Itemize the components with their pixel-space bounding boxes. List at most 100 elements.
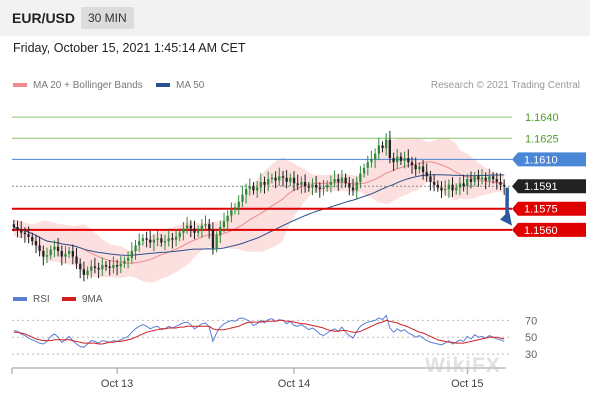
candle-body <box>440 187 443 191</box>
candle-body <box>178 232 181 237</box>
candle-body <box>90 266 93 271</box>
candle-body <box>270 177 274 180</box>
candle-body <box>241 194 244 202</box>
candle-body <box>197 229 200 233</box>
watermark-logo: WikiFX <box>425 354 501 377</box>
candle-body <box>123 260 126 264</box>
candle-body <box>396 156 399 163</box>
candle-body <box>381 145 384 149</box>
candle-body <box>344 177 347 184</box>
rsi-tick-label: 70 <box>525 315 537 327</box>
candle-body <box>145 238 148 240</box>
candle-body <box>267 179 270 185</box>
candle-body <box>211 229 215 249</box>
candle-body <box>407 158 410 163</box>
candle-body <box>130 251 133 258</box>
candle-body <box>230 210 233 216</box>
candle-body <box>16 227 19 230</box>
legend-ma20-label: MA 20 + Bollinger Bands <box>33 80 143 91</box>
candle-body <box>385 139 388 149</box>
candle-body <box>149 239 152 243</box>
candle-body <box>20 229 23 233</box>
candle-body <box>337 179 340 182</box>
legend-9ma-label: 9MA <box>82 294 103 305</box>
candle-body <box>245 189 248 195</box>
rsi-tick-label: 30 <box>525 349 537 361</box>
candle-body <box>484 177 487 181</box>
ma50-line <box>13 174 505 256</box>
legend-ma50: MA 50 <box>156 80 204 91</box>
candle-body <box>152 239 156 243</box>
candle-body <box>333 179 336 182</box>
level-label-1.1625: 1.1625 <box>525 133 559 145</box>
header-bar: EUR/USD 30 MIN <box>0 0 590 36</box>
rsi-swatch <box>13 297 27 302</box>
level-label-1.1575: 1.1575 <box>524 204 558 216</box>
candle-body <box>53 246 56 250</box>
candle-body <box>318 187 321 189</box>
candle-body <box>289 177 292 182</box>
candle-body <box>374 153 377 160</box>
candle-body <box>329 182 332 185</box>
candle-body <box>326 184 329 188</box>
candle-body <box>27 234 30 237</box>
level-label-1.1640: 1.1640 <box>525 112 559 124</box>
ma20-line <box>13 161 505 264</box>
rsi-9ma-line <box>13 319 505 345</box>
candle-body <box>237 201 240 208</box>
bollinger-band <box>13 137 505 283</box>
candle-body <box>204 224 207 226</box>
candle-body <box>444 189 447 191</box>
legend-9ma: 9MA <box>62 294 103 305</box>
ma20-swatch <box>13 83 27 88</box>
candle-body <box>222 221 226 227</box>
candle-body <box>97 267 100 270</box>
candle-body <box>410 162 414 165</box>
candle-body <box>134 245 137 251</box>
candle-body <box>311 184 314 188</box>
ma9-swatch <box>62 297 76 302</box>
candle-body <box>101 265 104 270</box>
candle-body <box>119 263 122 267</box>
candle-body <box>259 182 262 188</box>
candle-body <box>12 224 15 227</box>
candle-body <box>42 251 45 257</box>
candle-body <box>421 166 425 173</box>
candle-body <box>127 258 130 261</box>
chart-datetime: Friday, October 15, 2021 1:45:14 AM CET <box>13 41 246 55</box>
candle-body <box>174 236 178 240</box>
candle-body <box>182 228 185 233</box>
candle-body <box>79 263 82 270</box>
candle-body <box>403 158 406 161</box>
candle-body <box>469 179 473 182</box>
legend-ma20: MA 20 + Bollinger Bands <box>13 80 143 91</box>
candle-body <box>477 176 480 180</box>
timeframe-badge[interactable]: 30 MIN <box>81 7 134 29</box>
level-label-1.1560: 1.1560 <box>524 225 558 237</box>
candle-body <box>167 238 170 242</box>
candle-body <box>351 187 355 191</box>
candle-body <box>45 255 49 257</box>
candle-body <box>392 158 395 163</box>
forecast-arrow-head <box>500 210 512 226</box>
candle-body <box>93 266 97 268</box>
candle-body <box>366 162 369 168</box>
candle-body <box>300 182 303 185</box>
candle-body <box>499 182 502 185</box>
candle-body <box>186 225 189 229</box>
candle-body <box>425 172 428 177</box>
candle-body <box>71 251 74 257</box>
candle-body <box>388 139 391 158</box>
candle-body <box>115 265 119 267</box>
candle-body <box>233 207 237 211</box>
candle-body <box>86 270 89 275</box>
candle-body <box>141 238 144 242</box>
candle-body <box>171 238 174 240</box>
candle-body <box>451 184 454 191</box>
candle-body <box>138 241 141 246</box>
candle-body <box>315 184 318 188</box>
candle-body <box>252 186 255 191</box>
x-tick-label: Oct 13 <box>101 378 133 390</box>
candle-body <box>248 186 251 189</box>
level-tag-support <box>512 201 586 216</box>
